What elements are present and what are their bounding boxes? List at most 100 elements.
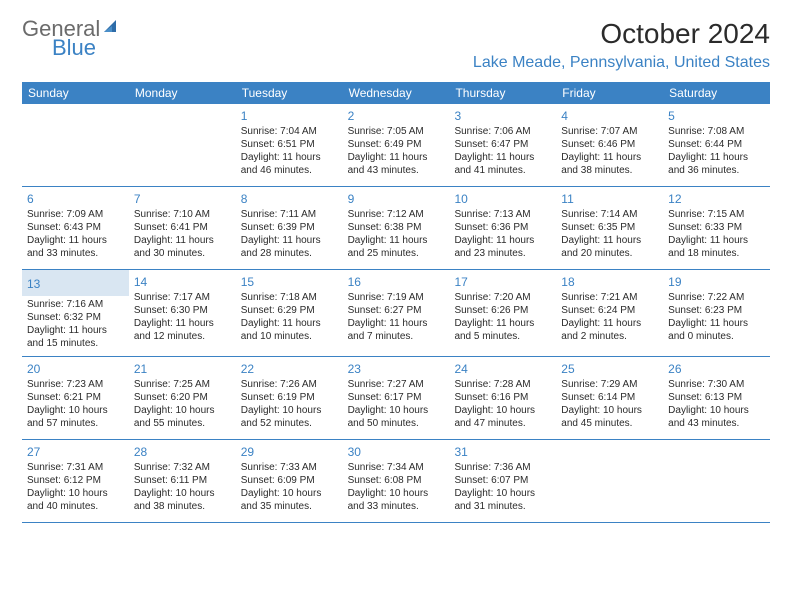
day-cell: 17 Sunrise: 7:20 AMSunset: 6:26 PMDayligh… [449, 270, 556, 356]
day-cell: 10Sunrise: 7:13 AMSunset: 6:36 PMDayligh… [449, 187, 556, 269]
day-number: 27 [27, 443, 124, 459]
day-number: 6 [27, 190, 124, 206]
day-details: Sunrise: 7:28 AMSunset: 6:16 PMDaylight:… [454, 378, 551, 430]
day-number: 15 [241, 273, 338, 289]
week-row: 13 Sunrise: 7:16 AMSunset: 6:32 PMDayligh… [22, 270, 770, 357]
day-header: Tuesday [236, 82, 343, 104]
day-header: Saturday [663, 82, 770, 104]
day-details: Sunrise: 7:32 AMSunset: 6:11 PMDaylight:… [134, 461, 231, 513]
day-details: Sunrise: 7:05 AMSunset: 6:49 PMDaylight:… [348, 125, 445, 177]
day-cell-empty [556, 440, 663, 522]
day-details: Sunrise: 7:04 AMSunset: 6:51 PMDaylight:… [241, 125, 338, 177]
day-details: Sunrise: 7:23 AMSunset: 6:21 PMDaylight:… [27, 378, 124, 430]
day-cell: 29 Sunrise: 7:33 AMSunset: 6:09 PMDayligh… [236, 440, 343, 522]
day-cell: 20 Sunrise: 7:23 AMSunset: 6:21 PMDayligh… [22, 357, 129, 439]
day-details: Sunrise: 7:22 AMSunset: 6:23 PMDaylight:… [668, 291, 765, 343]
day-header: Sunday [22, 82, 129, 104]
day-number: 26 [668, 360, 765, 376]
day-details: Sunrise: 7:18 AMSunset: 6:29 PMDaylight:… [241, 291, 338, 343]
day-cell: 7Sunrise: 7:10 AMSunset: 6:41 PMDaylight… [129, 187, 236, 269]
day-cell: 31Sunrise: 7:36 AMSunset: 6:07 PMDayligh… [449, 440, 556, 522]
day-number: 4 [561, 107, 658, 123]
day-number: 18 [561, 273, 658, 289]
day-cell: 24 Sunrise: 7:28 AMSunset: 6:16 PMDayligh… [449, 357, 556, 439]
day-cell: 3 Sunrise: 7:06 AMSunset: 6:47 PMDaylight… [449, 104, 556, 186]
day-details: Sunrise: 7:08 AMSunset: 6:44 PMDaylight:… [668, 125, 765, 177]
week-row: 6 Sunrise: 7:09 AMSunset: 6:43 PMDaylight… [22, 187, 770, 270]
calendar-header-row: SundayMondayTuesdayWednesdayThursdayFrid… [22, 82, 770, 104]
day-cell: 15 Sunrise: 7:18 AMSunset: 6:29 PMDayligh… [236, 270, 343, 356]
day-number: 22 [241, 360, 338, 376]
day-number: 19 [668, 273, 765, 289]
day-details: Sunrise: 7:27 AMSunset: 6:17 PMDaylight:… [348, 378, 445, 430]
day-cell: 16 Sunrise: 7:19 AMSunset: 6:27 PMDayligh… [343, 270, 450, 356]
day-cell: 2 Sunrise: 7:05 AMSunset: 6:49 PMDaylight… [343, 104, 450, 186]
day-cell-empty [129, 104, 236, 186]
day-details: Sunrise: 7:12 AMSunset: 6:38 PMDaylight:… [348, 208, 445, 260]
day-number: 20 [27, 360, 124, 376]
day-cell: 22 Sunrise: 7:26 AMSunset: 6:19 PMDayligh… [236, 357, 343, 439]
day-number: 1 [241, 107, 338, 123]
day-number: 21 [134, 360, 231, 376]
day-cell: 18 Sunrise: 7:21 AMSunset: 6:24 PMDayligh… [556, 270, 663, 356]
day-details: Sunrise: 7:31 AMSunset: 6:12 PMDaylight:… [27, 461, 124, 513]
day-cell: 5Sunrise: 7:08 AMSunset: 6:44 PMDaylight… [663, 104, 770, 186]
day-cell: 1 Sunrise: 7:04 AMSunset: 6:51 PMDaylight… [236, 104, 343, 186]
day-number: 30 [348, 443, 445, 459]
location: Lake Meade, Pennsylvania, United States [473, 54, 770, 72]
sail-icon [102, 18, 122, 41]
day-details: Sunrise: 7:20 AMSunset: 6:26 PMDaylight:… [454, 291, 551, 343]
day-details: Sunrise: 7:21 AMSunset: 6:24 PMDaylight:… [561, 291, 658, 343]
day-details: Sunrise: 7:33 AMSunset: 6:09 PMDaylight:… [241, 461, 338, 513]
day-cell: 4 Sunrise: 7:07 AMSunset: 6:46 PMDaylight… [556, 104, 663, 186]
day-details: Sunrise: 7:19 AMSunset: 6:27 PMDaylight:… [348, 291, 445, 343]
day-number: 13 [27, 275, 124, 291]
day-header: Friday [556, 82, 663, 104]
day-details: Sunrise: 7:30 AMSunset: 6:13 PMDaylight:… [668, 378, 765, 430]
day-number: 24 [454, 360, 551, 376]
day-number: 2 [348, 107, 445, 123]
day-number: 28 [134, 443, 231, 459]
page-title: October 2024 [473, 18, 770, 50]
day-cell: 8Sunrise: 7:11 AMSunset: 6:39 PMDaylight… [236, 187, 343, 269]
day-cell: 11Sunrise: 7:14 AMSunset: 6:35 PMDayligh… [556, 187, 663, 269]
day-details: Sunrise: 7:29 AMSunset: 6:14 PMDaylight:… [561, 378, 658, 430]
day-cell: 14Sunrise: 7:17 AMSunset: 6:30 PMDayligh… [129, 270, 236, 356]
calendar-body: 1 Sunrise: 7:04 AMSunset: 6:51 PMDaylight… [22, 104, 770, 523]
logo-text-blue: Blue [52, 35, 96, 60]
day-details: Sunrise: 7:07 AMSunset: 6:46 PMDaylight:… [561, 125, 658, 177]
day-cell: 13 Sunrise: 7:16 AMSunset: 6:32 PMDayligh… [22, 270, 129, 356]
day-cell: 30Sunrise: 7:34 AMSunset: 6:08 PMDayligh… [343, 440, 450, 522]
day-number: 3 [454, 107, 551, 123]
day-cell: 27 Sunrise: 7:31 AMSunset: 6:12 PMDayligh… [22, 440, 129, 522]
day-number: 16 [348, 273, 445, 289]
day-cell-empty [22, 104, 129, 186]
day-number: 12 [668, 190, 765, 206]
day-number: 25 [561, 360, 658, 376]
week-row: 1 Sunrise: 7:04 AMSunset: 6:51 PMDaylight… [22, 104, 770, 187]
day-header: Wednesday [343, 82, 450, 104]
day-details: Sunrise: 7:11 AMSunset: 6:39 PMDaylight:… [241, 208, 338, 260]
day-details: Sunrise: 7:26 AMSunset: 6:19 PMDaylight:… [241, 378, 338, 430]
header: General Blue October 2024 Lake Meade, Pe… [22, 18, 770, 72]
day-cell: 9Sunrise: 7:12 AMSunset: 6:38 PMDaylight… [343, 187, 450, 269]
day-details: Sunrise: 7:13 AMSunset: 6:36 PMDaylight:… [454, 208, 551, 260]
day-details: Sunrise: 7:36 AMSunset: 6:07 PMDaylight:… [454, 461, 551, 513]
day-details: Sunrise: 7:14 AMSunset: 6:35 PMDaylight:… [561, 208, 658, 260]
title-block: October 2024 Lake Meade, Pennsylvania, U… [473, 18, 770, 72]
day-details: Sunrise: 7:15 AMSunset: 6:33 PMDaylight:… [668, 208, 765, 260]
day-details: Sunrise: 7:17 AMSunset: 6:30 PMDaylight:… [134, 291, 231, 343]
logo: General Blue [22, 18, 122, 64]
day-cell: 12 Sunrise: 7:15 AMSunset: 6:33 PMDayligh… [663, 187, 770, 269]
calendar: SundayMondayTuesdayWednesdayThursdayFrid… [22, 82, 770, 523]
day-details: Sunrise: 7:16 AMSunset: 6:32 PMDaylight:… [27, 298, 124, 350]
day-cell: 6 Sunrise: 7:09 AMSunset: 6:43 PMDaylight… [22, 187, 129, 269]
day-details: Sunrise: 7:25 AMSunset: 6:20 PMDaylight:… [134, 378, 231, 430]
day-number: 17 [454, 273, 551, 289]
day-details: Sunrise: 7:06 AMSunset: 6:47 PMDaylight:… [454, 125, 551, 177]
week-row: 27 Sunrise: 7:31 AMSunset: 6:12 PMDayligh… [22, 440, 770, 523]
day-details: Sunrise: 7:10 AMSunset: 6:41 PMDaylight:… [134, 208, 231, 260]
day-details: Sunrise: 7:09 AMSunset: 6:43 PMDaylight:… [27, 208, 124, 260]
day-number: 29 [241, 443, 338, 459]
calendar-page: General Blue October 2024 Lake Meade, Pe… [0, 0, 792, 533]
